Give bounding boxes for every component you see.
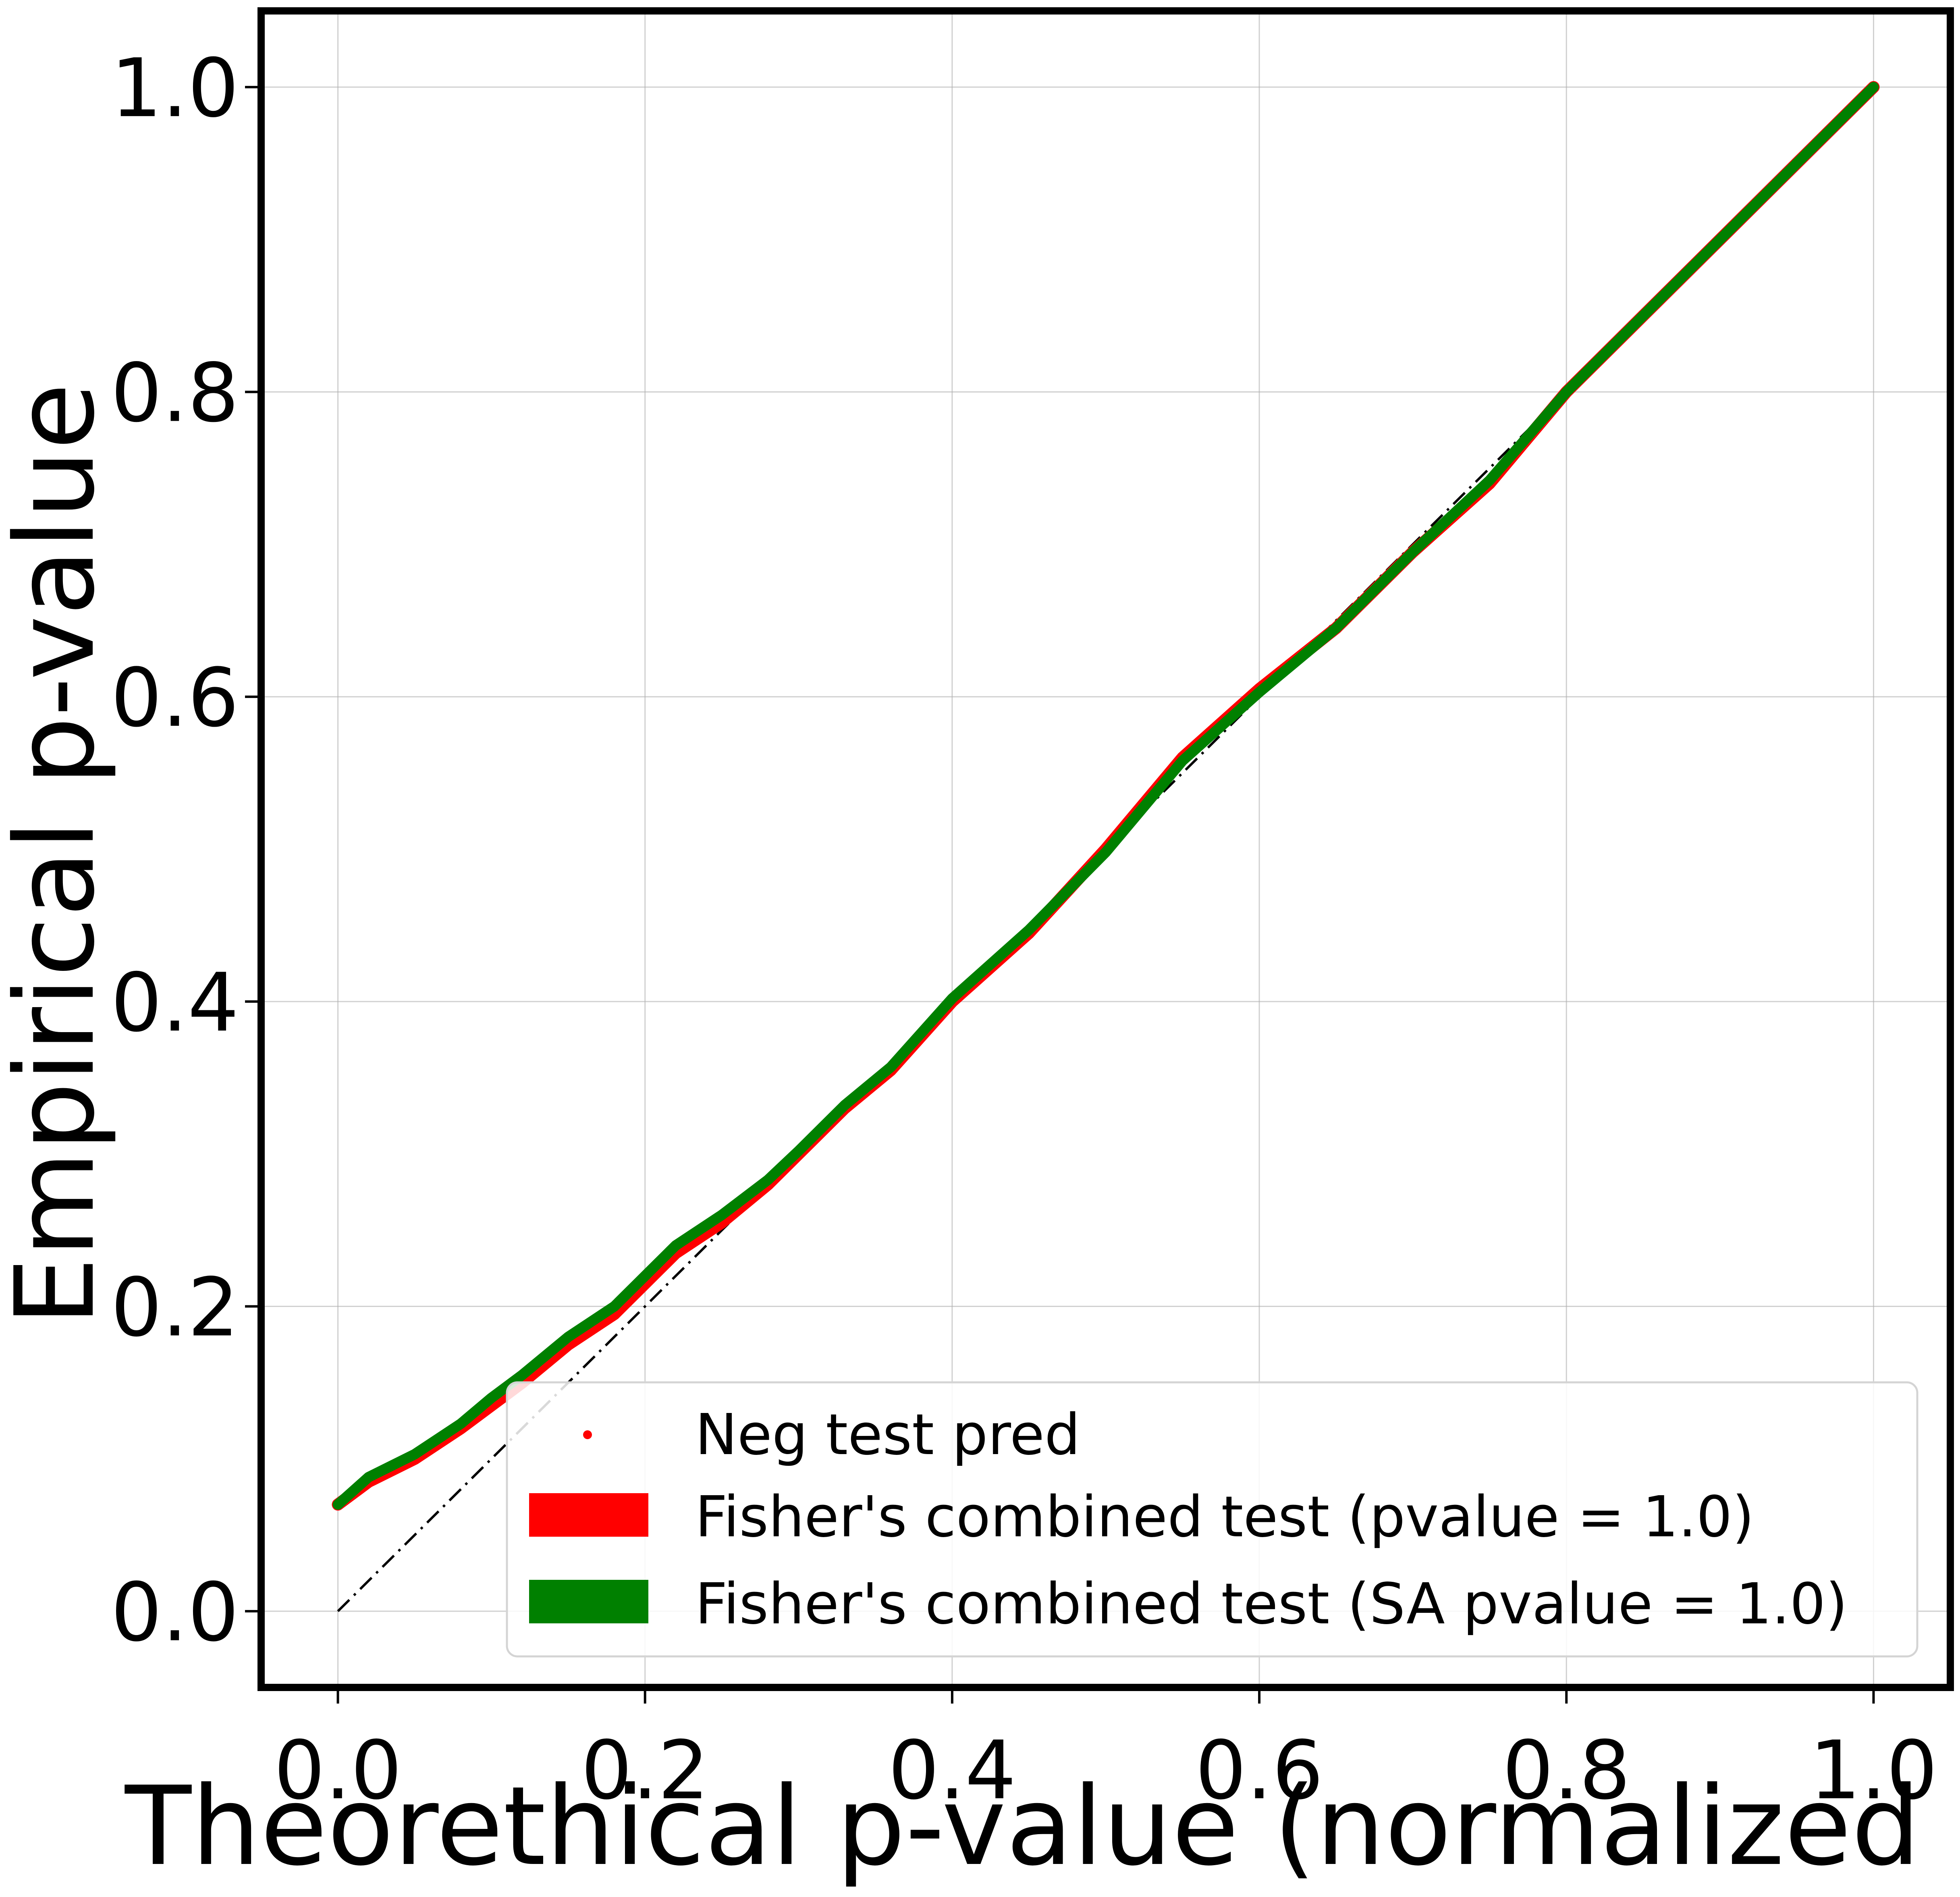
legend-swatch-fisher-sa <box>529 1580 648 1623</box>
x-tick-label: 0.8 <box>1502 1724 1630 1818</box>
series-line-1 <box>332 81 1880 1511</box>
y-tick-layer: 0.0 0.2 0.4 0.6 0.8 1.0 <box>111 42 257 1660</box>
x-tick-label: 0.2 <box>581 1724 709 1818</box>
x-tick-label: 0.0 <box>274 1724 402 1818</box>
y-tick-label: 0.0 <box>111 1566 239 1660</box>
legend-label-fisher: Fisher's combined test (pvalue = 1.0) <box>695 1484 1754 1550</box>
y-tick-label: 0.4 <box>111 956 239 1050</box>
y-tick-label: 0.2 <box>111 1261 239 1355</box>
legend: Neg test pred Fisher's combined test (pv… <box>506 1381 1918 1658</box>
data-series-layer <box>332 81 1880 1511</box>
legend-label-neg-test-pred: Neg test pred <box>695 1402 1080 1468</box>
x-tick-layer: 0.0 0.2 0.4 0.6 0.8 1.0 <box>274 1691 1937 1818</box>
y-tick-label: 1.0 <box>111 42 239 135</box>
x-tick-label: 0.4 <box>888 1724 1016 1818</box>
legend-box <box>506 1381 1918 1658</box>
y-axis-title: Empirical p-value <box>0 383 118 1326</box>
x-axis-title: Theorethical p-value (normalized rar <box>123 1763 1960 1890</box>
y-tick-label: 0.8 <box>111 346 239 440</box>
legend-marker-neg-test-pred <box>583 1430 592 1439</box>
y-tick-label: 0.6 <box>111 651 239 745</box>
series-line-2 <box>332 82 1879 1510</box>
plot-frame <box>257 7 1954 1691</box>
x-tick-label: 0.6 <box>1195 1724 1323 1818</box>
legend-swatch-fisher <box>529 1493 648 1537</box>
x-tick-label: 1.0 <box>1809 1724 1937 1818</box>
grid-lines <box>261 11 1950 1687</box>
legend-label-fisher-sa: Fisher's combined test (SA pvalue = 1.0) <box>695 1571 1848 1637</box>
